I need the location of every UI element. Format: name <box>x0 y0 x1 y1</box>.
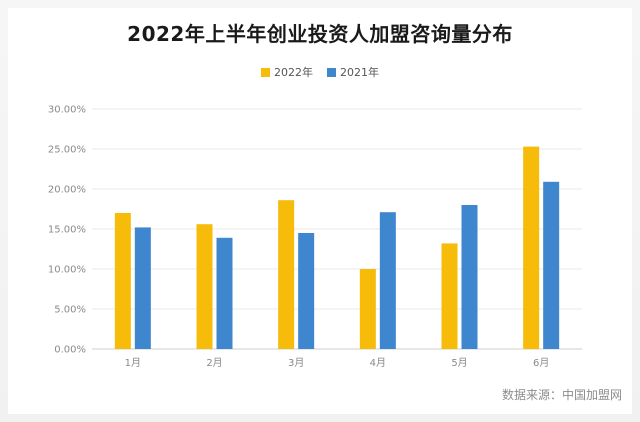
bar-2021-3 <box>298 233 315 349</box>
bar-2021-5 <box>461 205 478 349</box>
x-tick-label: 2月 <box>206 357 222 369</box>
y-tick-label: 25.00% <box>48 145 86 156</box>
legend-label-2021: 2021年 <box>340 66 379 79</box>
y-tick-label: 15.00% <box>48 225 86 236</box>
y-tick-label: 20.00% <box>48 185 86 196</box>
x-tick-label: 5月 <box>451 357 467 369</box>
legend-swatch-2022 <box>261 67 270 77</box>
y-tick-label: 0.00% <box>54 345 86 356</box>
bar-2021-1 <box>134 227 151 349</box>
bar-2022-5 <box>441 243 458 349</box>
chart-title: 2022年上半年创业投资人加盟咨询量分布 <box>127 22 513 46</box>
legend-label-2022: 2022年 <box>274 66 313 79</box>
x-tick-label: 1月 <box>125 357 141 369</box>
bar-2022-3 <box>278 200 295 349</box>
bar-2021-6 <box>543 181 560 349</box>
x-tick-label: 4月 <box>370 357 386 369</box>
bar-2022-6 <box>523 146 540 349</box>
legend-item-2021: 2021年 <box>327 64 379 80</box>
data-source-note: 数据来源：中国加盟网 <box>501 388 622 402</box>
bar-2021-2 <box>216 237 233 349</box>
x-tick-label: 6月 <box>533 357 549 369</box>
legend-swatch-2021 <box>327 67 336 77</box>
y-tick-label: 30.00% <box>48 105 86 116</box>
y-tick-label: 5.00% <box>54 305 86 316</box>
bar-2021-4 <box>379 212 396 349</box>
chart-legend: 2022年 2021年 <box>0 64 640 80</box>
bar-2022-1 <box>114 213 131 349</box>
x-tick-label: 3月 <box>288 357 304 369</box>
y-tick-label: 10.00% <box>48 265 86 276</box>
legend-item-2022: 2022年 <box>261 64 313 80</box>
bar-2022-4 <box>359 269 376 349</box>
bar-2022-2 <box>196 224 213 349</box>
